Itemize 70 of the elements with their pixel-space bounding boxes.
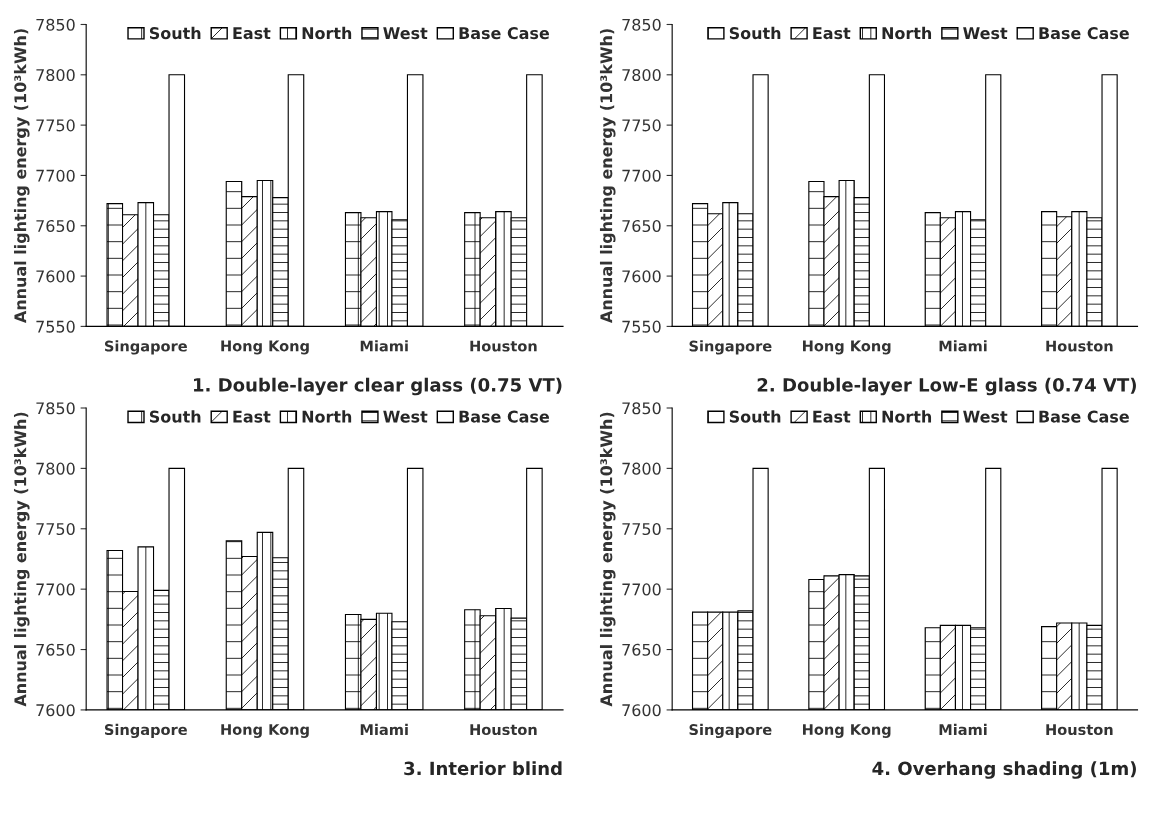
y-tick-label: 7600	[622, 704, 661, 717]
y-tick-label: 7550	[36, 320, 75, 333]
legend-label: East	[233, 27, 271, 40]
y-tick-label: 7800	[36, 462, 75, 475]
legend-label: North	[882, 26, 932, 40]
x-tick-label: Miami	[360, 723, 408, 736]
x-tick-label: Miami	[939, 340, 987, 352]
legend-label: West	[963, 27, 1008, 40]
y-tick-label: 7650	[622, 643, 661, 656]
y-tick-label: 7600	[36, 270, 75, 283]
legend-label: East	[233, 410, 271, 423]
y-tick-label: 7600	[36, 704, 75, 717]
x-tick-label: Miami	[360, 340, 408, 352]
x-tick-label: Hong Kong	[803, 724, 891, 738]
text: 3. Interior blind	[404, 761, 562, 776]
x-tick-label: Singapore	[104, 723, 187, 739]
y-tick-label: 7700	[622, 583, 661, 596]
y-axis-title: Annual lighting energy (10³kWh)	[599, 29, 616, 323]
legend-label: North	[302, 26, 352, 40]
y-tick-label: 7550	[622, 320, 661, 333]
y-tick-label: 7750	[622, 522, 661, 536]
legend-label: West	[383, 410, 428, 423]
legend-label: South	[149, 410, 201, 423]
x-tick-label: Singapore	[104, 340, 187, 355]
text: 2. Double-layer Low-E glass (0.74 VT)	[757, 377, 1136, 396]
legend-label: East	[813, 410, 851, 423]
x-tick-label: Houston	[1046, 340, 1113, 352]
legend-label: Base Case	[459, 27, 549, 40]
y-tick-label: 7850	[622, 18, 661, 31]
x-tick-label: Singapore	[689, 340, 772, 355]
y-tick-label: 7850	[622, 402, 661, 415]
x-tick-label: Houston	[1046, 724, 1113, 736]
y-tick-label: 7700	[622, 169, 661, 182]
legend-label: Base Case	[459, 410, 549, 423]
text: 1. Double-layer clear glass (0.75 VT)	[194, 377, 562, 396]
y-axis-title: Annual lighting energy (10³kWh)	[13, 29, 30, 323]
x-tick-label: Miami	[939, 723, 987, 736]
y-tick-label: 7800	[622, 462, 661, 475]
legend-label: West	[383, 27, 428, 40]
y-tick-label: 7800	[36, 69, 75, 82]
text: 4. Overhang shading (1m)	[872, 761, 1136, 779]
y-tick-label: 7700	[36, 583, 75, 596]
y-tick-label: 7850	[36, 402, 75, 415]
x-tick-label: Houston	[470, 340, 537, 352]
legend-label: Base Case	[1039, 410, 1129, 423]
y-tick-label: 7850	[36, 18, 75, 31]
legend-label: South	[729, 26, 781, 40]
y-tick-label: 7750	[36, 522, 75, 536]
y-axis-title: Annual lighting energy (10³kWh)	[13, 412, 30, 707]
y-tick-label: 7650	[36, 643, 75, 656]
y-tick-label: 7650	[622, 219, 661, 233]
y-tick-label: 7800	[622, 69, 661, 82]
legend-label: Base Case	[1039, 27, 1129, 40]
x-tick-label: Singapore	[689, 723, 772, 739]
x-tick-label: Hong Kong	[221, 340, 309, 355]
x-tick-label: Hong Kong	[221, 724, 309, 738]
y-tick-label: 7750	[622, 119, 661, 132]
legend-label: East	[813, 27, 851, 40]
x-tick-label: Hong Kong	[803, 340, 891, 355]
y-tick-label: 7600	[622, 270, 661, 283]
y-tick-label: 7750	[36, 119, 75, 132]
y-tick-label: 7700	[36, 169, 75, 182]
y-axis-title: Annual lighting energy (10³kWh)	[599, 412, 616, 707]
legend-label: South	[149, 26, 201, 40]
legend-label: South	[729, 410, 781, 423]
x-tick-label: Houston	[470, 724, 537, 736]
y-tick-label: 7650	[36, 219, 75, 233]
legend-label: North	[882, 410, 932, 423]
legend-label: North	[302, 410, 352, 423]
legend-label: West	[963, 410, 1008, 423]
